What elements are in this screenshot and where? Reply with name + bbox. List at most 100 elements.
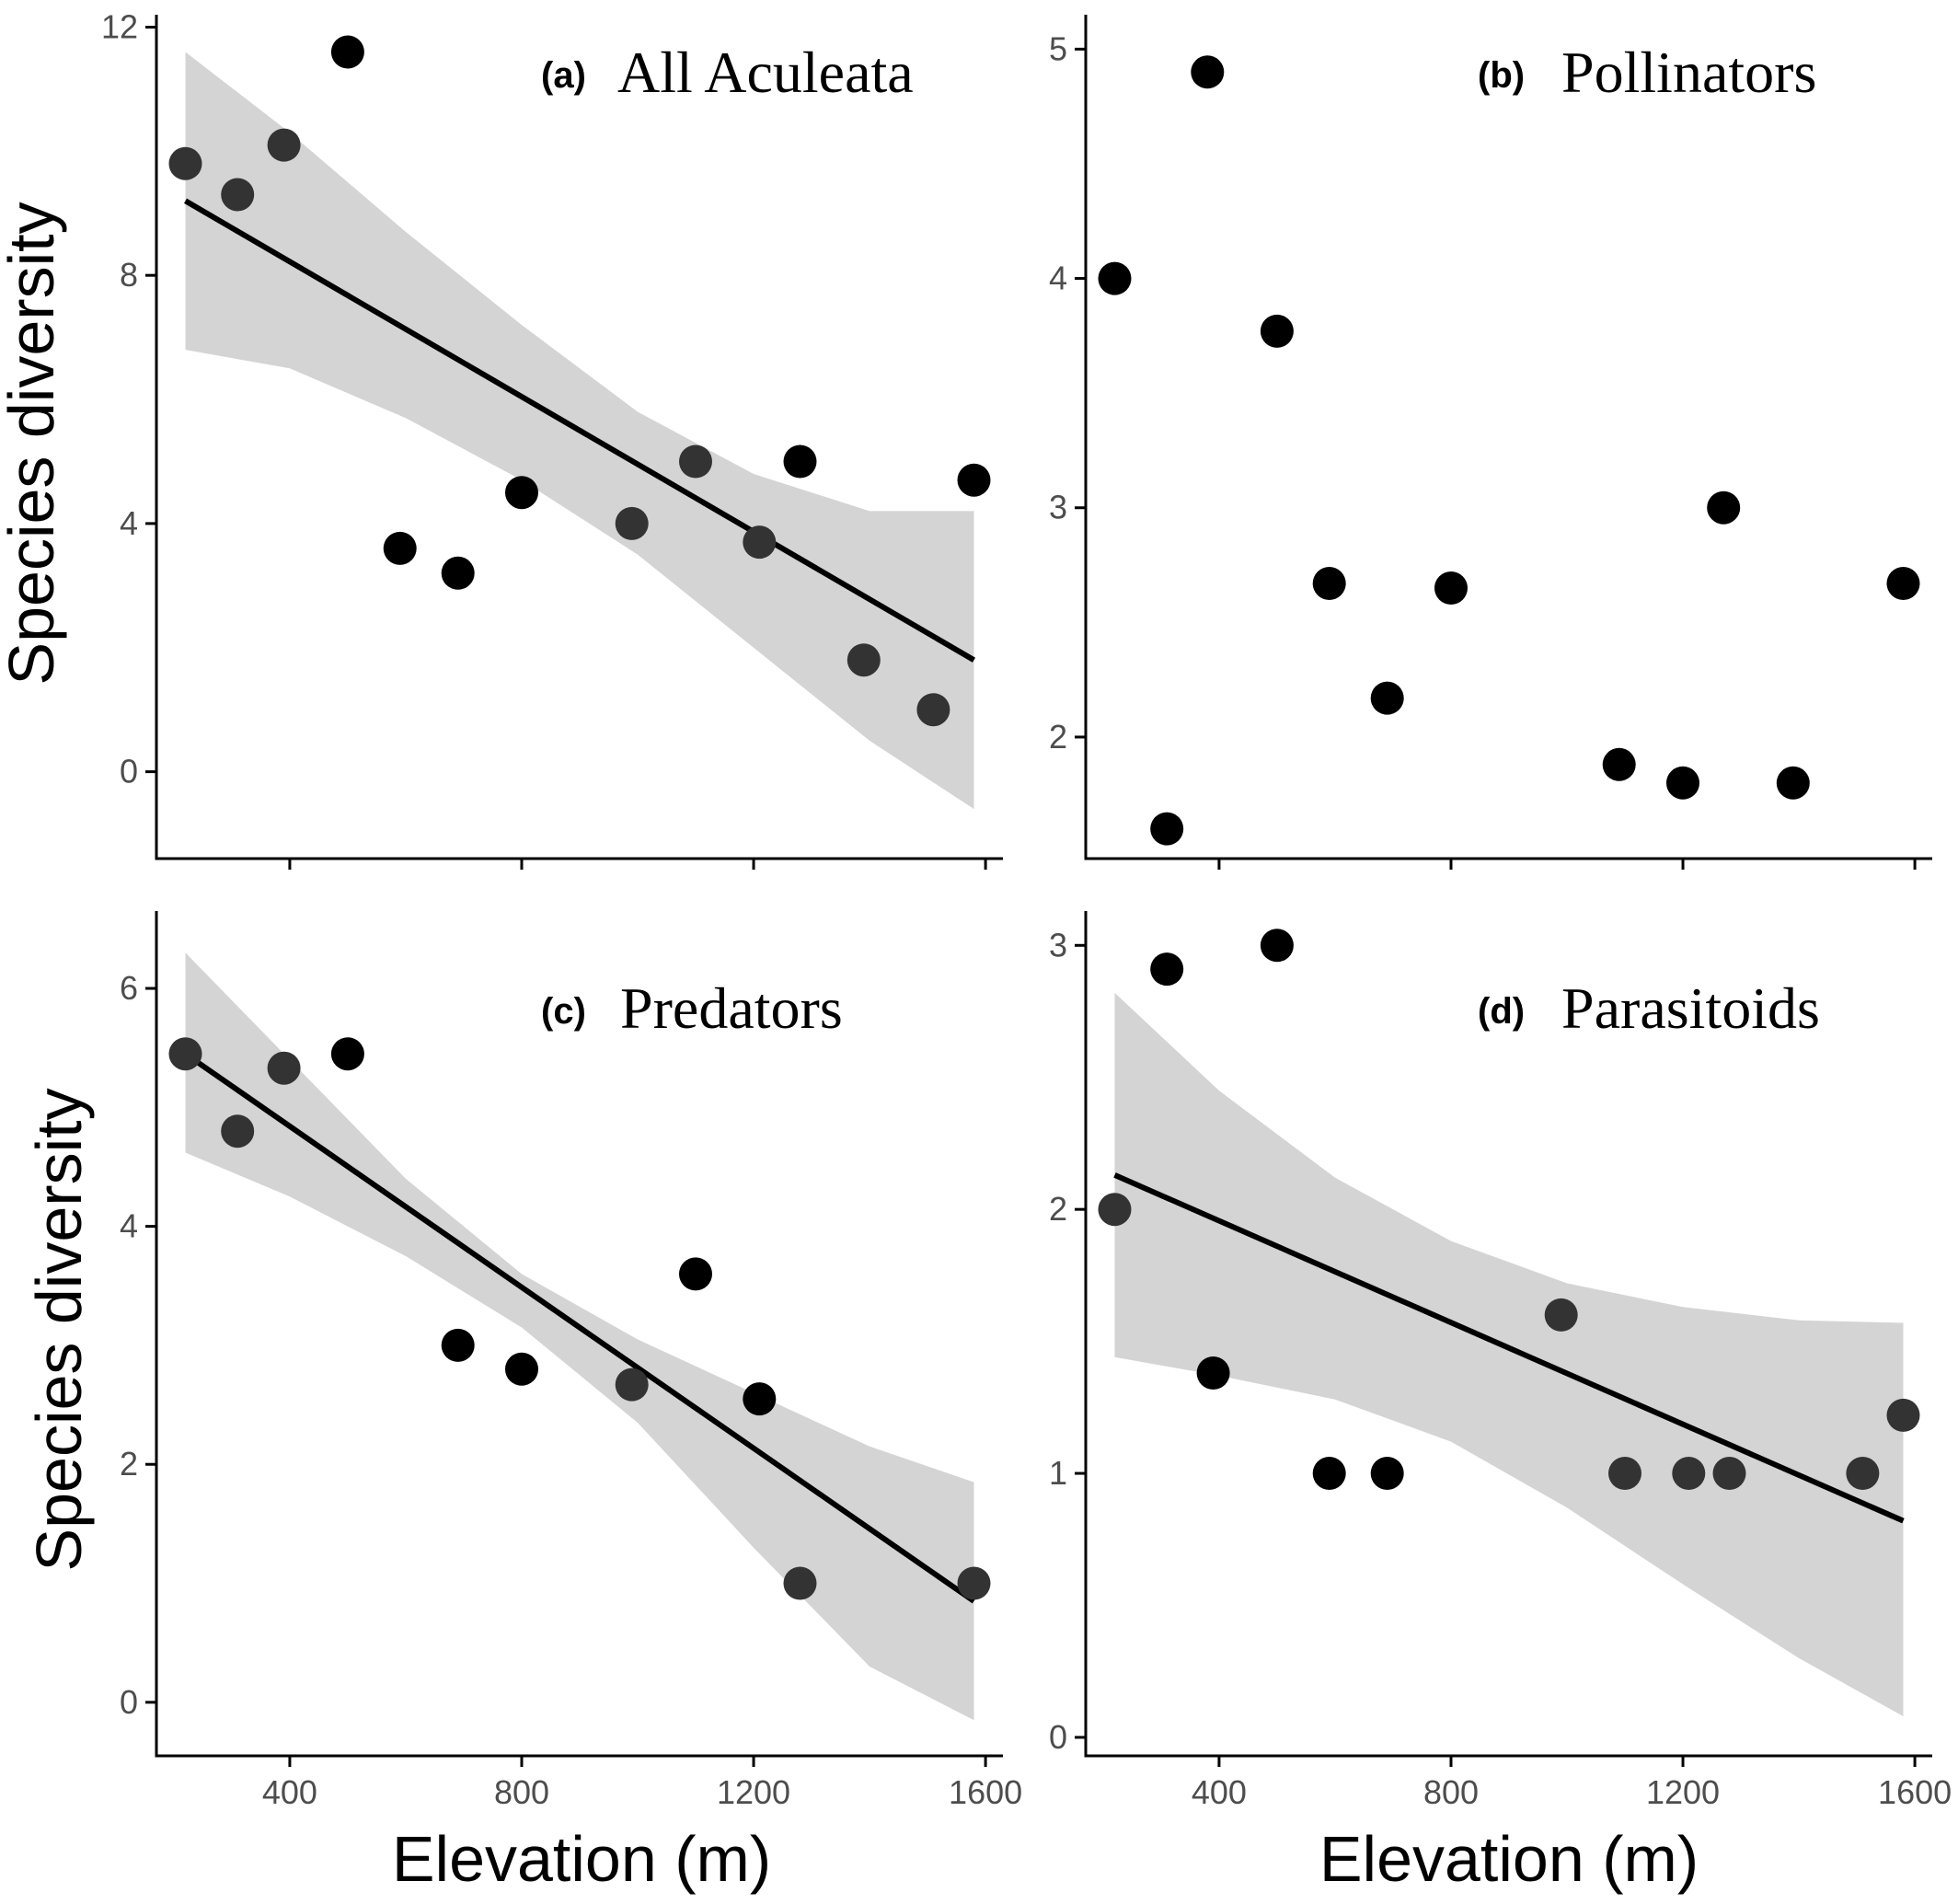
data-point-9 xyxy=(743,1382,777,1416)
x-tick-label-1200: 1200 xyxy=(1646,1773,1720,1811)
panel-title: Predators xyxy=(620,975,843,1041)
x-axis-title-left: Elevation (m) xyxy=(392,1823,771,1895)
data-point-4 xyxy=(330,1037,364,1071)
data-point-5 xyxy=(1312,567,1346,600)
panel-letter: (c) xyxy=(541,991,586,1032)
panel-c-predators: 0 2 4 6 400 800 1200 1600 (c) Predators xyxy=(120,911,1022,1811)
data-point-2 xyxy=(1150,812,1184,846)
confidence-band xyxy=(1114,992,1904,1716)
panel-d-parasitoids: 0 1 2 3 400 800 1200 1600 (d) Parasitoids xyxy=(1049,911,1952,1811)
data-points-layer xyxy=(168,1037,991,1600)
data-point-3 xyxy=(1196,1356,1230,1390)
panel-letter: (d) xyxy=(1478,991,1525,1032)
data-point-2 xyxy=(1150,952,1184,987)
y-tick-label-0: 0 xyxy=(1049,1718,1067,1756)
data-point-3 xyxy=(267,128,301,162)
data-point-9 xyxy=(1666,766,1699,800)
y-tick-label-2: 2 xyxy=(1049,718,1067,756)
axes-layer: 0 1 2 3 400 800 1200 1600 xyxy=(1049,911,1952,1811)
data-point-10 xyxy=(1707,490,1741,525)
y-tick-label-4: 4 xyxy=(120,504,138,542)
y-tick-label-2: 2 xyxy=(120,1445,138,1483)
data-point-7 xyxy=(1544,1298,1578,1332)
data-point-5 xyxy=(441,1328,475,1362)
data-point-4 xyxy=(330,35,364,69)
panel-letter: (a) xyxy=(541,55,586,96)
data-point-3 xyxy=(1191,55,1225,89)
regression-line xyxy=(183,198,976,663)
data-point-11 xyxy=(957,1566,991,1600)
regression-line xyxy=(1113,1172,1905,1524)
panel-title: All Aculeata xyxy=(617,40,914,105)
confidence-band xyxy=(185,952,974,1721)
data-point-13 xyxy=(916,693,950,727)
y-tick-label-3: 3 xyxy=(1049,926,1067,964)
y-tick-label-6: 6 xyxy=(120,969,138,1007)
data-point-9 xyxy=(679,444,712,479)
panel-title: Parasitoids xyxy=(1561,975,1820,1041)
x-tick-label-400: 400 xyxy=(1192,1773,1247,1811)
y-tick-label-4: 4 xyxy=(1049,260,1067,297)
y-tick-label-2: 2 xyxy=(1049,1190,1067,1228)
y-tick-label-3: 3 xyxy=(1049,489,1067,526)
data-point-6 xyxy=(441,556,475,590)
data-point-3 xyxy=(267,1051,301,1085)
data-point-4 xyxy=(1260,929,1294,963)
data-point-7 xyxy=(505,476,538,510)
data-point-4 xyxy=(1260,314,1294,348)
y-tick-label-4: 4 xyxy=(120,1207,138,1245)
data-point-14 xyxy=(957,463,991,497)
data-point-10 xyxy=(783,1566,817,1600)
y-tick-label-12: 12 xyxy=(101,7,138,45)
confidence-band-layer xyxy=(185,952,974,1721)
x-axis-title-right: Elevation (m) xyxy=(1319,1823,1699,1895)
y-axis-title-top: Species diversity xyxy=(0,202,67,685)
data-point-6 xyxy=(505,1352,538,1386)
data-point-1 xyxy=(168,146,202,180)
y-tick-label-8: 8 xyxy=(120,256,138,294)
data-point-12 xyxy=(847,643,881,677)
data-points-layer xyxy=(1098,929,1920,1490)
data-point-1 xyxy=(1098,261,1132,295)
axes-layer: 0 4 8 12 xyxy=(101,7,1003,870)
data-point-12 xyxy=(1886,1398,1920,1432)
data-point-5 xyxy=(1312,1457,1346,1490)
regression-line-layer xyxy=(183,1051,976,1604)
y-tick-label-5: 5 xyxy=(1049,29,1067,67)
regression-line xyxy=(183,1051,976,1604)
regression-line-layer xyxy=(1113,1172,1905,1524)
data-point-8 xyxy=(615,506,649,540)
x-tick-label-800: 800 xyxy=(494,1773,549,1811)
x-tick-label-800: 800 xyxy=(1423,1773,1479,1811)
data-point-2 xyxy=(221,178,255,212)
data-point-9 xyxy=(1672,1457,1706,1490)
y-axis-title-bottom: Species diversity xyxy=(23,1088,95,1571)
y-tick-label-0: 0 xyxy=(120,1683,138,1721)
data-points-layer xyxy=(1098,55,1920,846)
data-point-11 xyxy=(783,444,817,479)
data-point-8 xyxy=(1608,1457,1641,1490)
data-point-6 xyxy=(1370,1457,1404,1490)
x-tick-label-400: 400 xyxy=(262,1773,317,1811)
data-point-1 xyxy=(1098,1193,1132,1227)
data-point-10 xyxy=(1712,1457,1746,1490)
axes-layer: 0 2 4 6 400 800 1200 1600 xyxy=(120,911,1022,1811)
data-point-8 xyxy=(1602,747,1636,781)
x-tick-label-1600: 1600 xyxy=(949,1773,1022,1811)
data-point-7 xyxy=(1434,571,1468,605)
x-tick-label-1600: 1600 xyxy=(1878,1773,1952,1811)
data-point-7 xyxy=(615,1367,649,1402)
data-point-10 xyxy=(743,525,777,560)
y-tick-label-1: 1 xyxy=(1049,1454,1067,1492)
data-points-layer xyxy=(168,35,991,727)
x-tick-label-1200: 1200 xyxy=(717,1773,790,1811)
panel-letter: (b) xyxy=(1478,55,1525,96)
regression-line-layer xyxy=(183,198,976,663)
data-point-11 xyxy=(1846,1457,1880,1490)
confidence-band-layer xyxy=(1114,992,1904,1716)
panel-title: Pollinators xyxy=(1561,40,1816,105)
data-point-2 xyxy=(221,1114,255,1148)
data-point-11 xyxy=(1776,766,1810,800)
panel-a-all-aculeata: 0 4 8 12 (a) All Aculeata xyxy=(101,7,1003,870)
